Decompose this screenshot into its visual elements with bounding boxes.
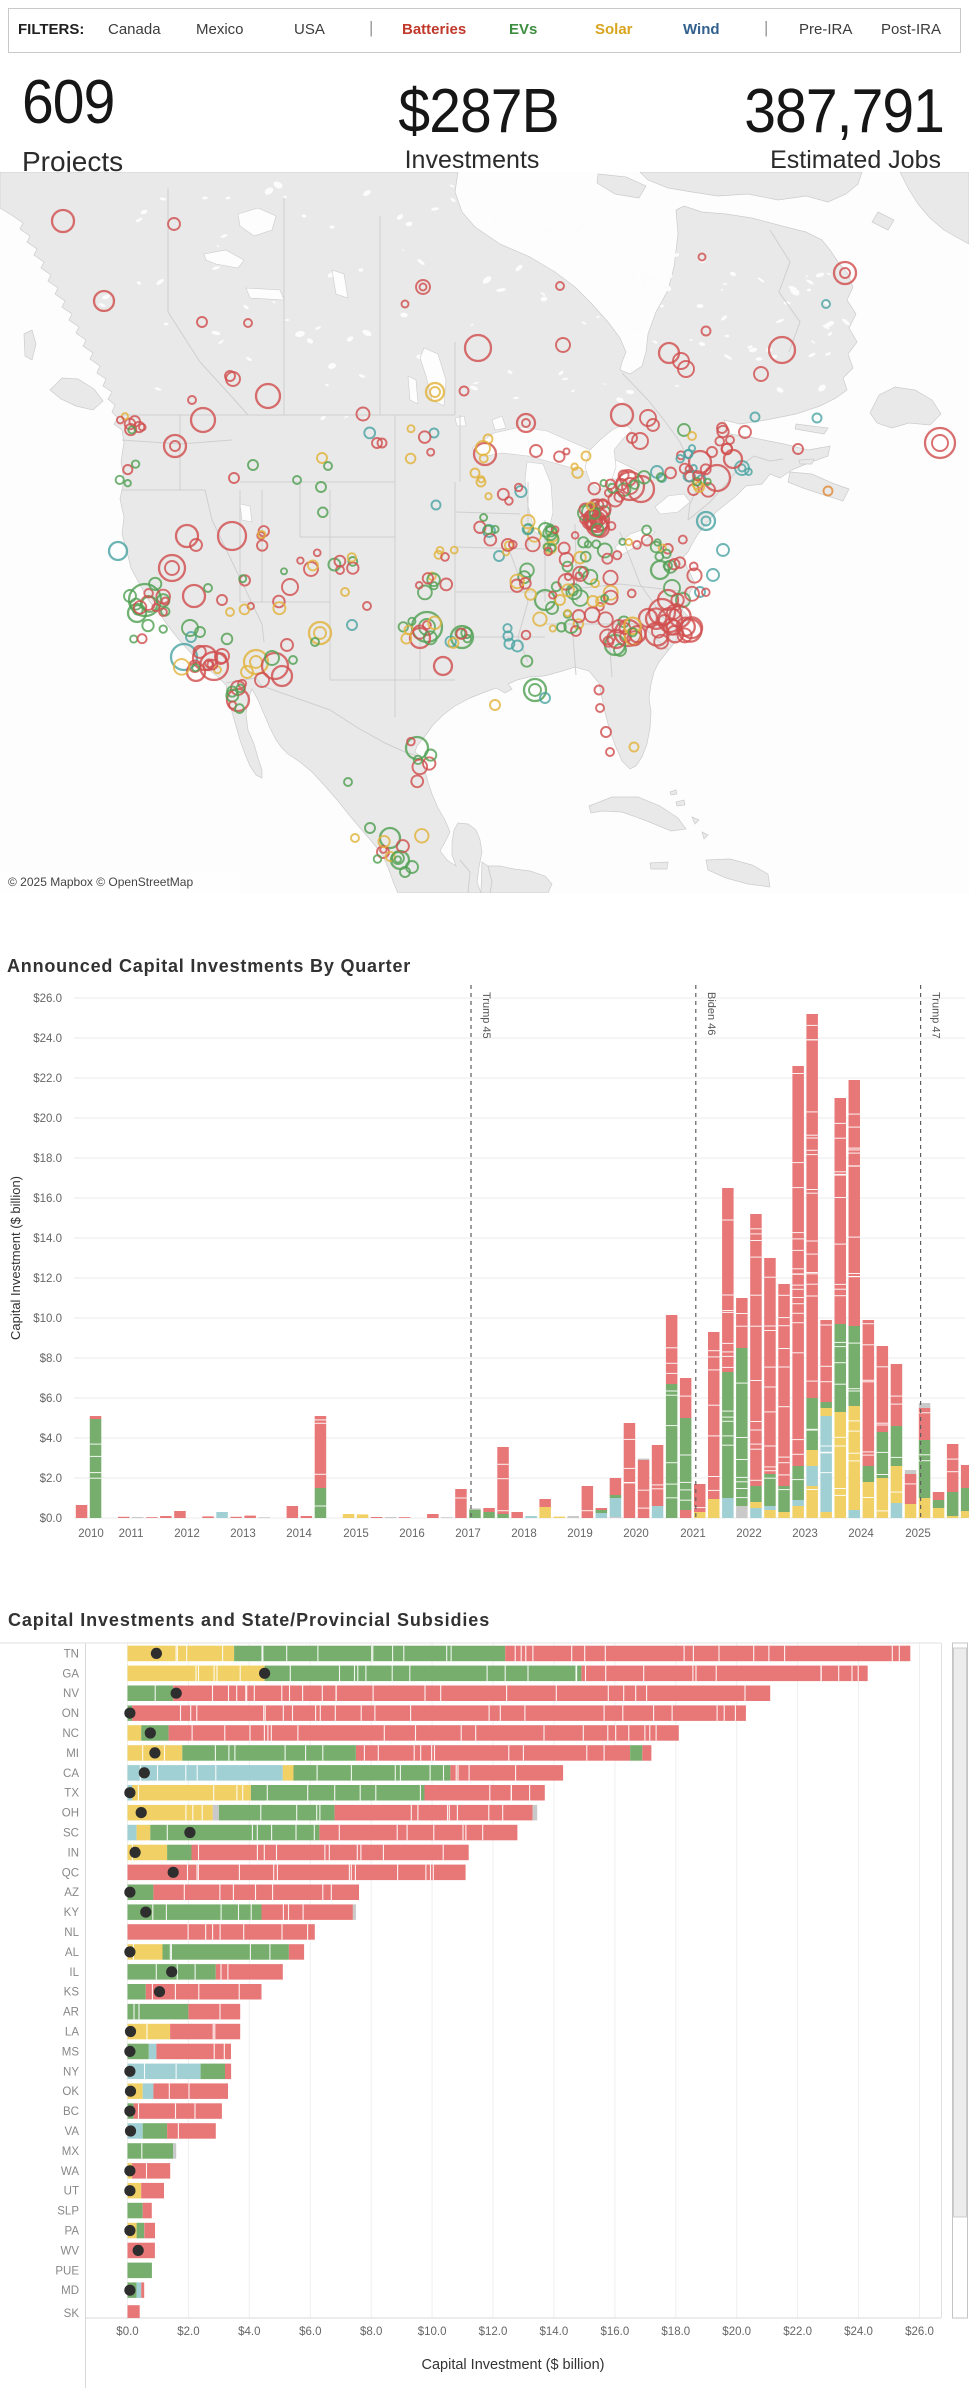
svg-text:MS: MS	[62, 2046, 80, 2058]
svg-text:2022: 2022	[736, 1528, 762, 1540]
svg-text:VA: VA	[65, 2126, 80, 2138]
svg-text:AZ: AZ	[64, 1887, 79, 1899]
svg-text:$24.0: $24.0	[33, 1033, 62, 1045]
svg-text:NY: NY	[63, 2066, 79, 2078]
svg-text:$12.0: $12.0	[479, 2326, 508, 2338]
svg-text:UT: UT	[64, 2186, 79, 2198]
svg-text:2016: 2016	[399, 1528, 425, 1540]
svg-text:$14.0: $14.0	[540, 2326, 569, 2338]
svg-text:TX: TX	[64, 1788, 79, 1800]
svg-text:2025: 2025	[905, 1528, 931, 1540]
svg-text:WA: WA	[61, 2166, 79, 2178]
svg-text:$14.0: $14.0	[33, 1233, 62, 1245]
svg-text:$10.0: $10.0	[33, 1313, 62, 1325]
svg-text:NC: NC	[62, 1728, 79, 1740]
svg-text:$26.0: $26.0	[905, 2326, 934, 2338]
svg-text:AL: AL	[65, 1947, 80, 1959]
svg-text:$10.0: $10.0	[418, 2326, 447, 2338]
svg-text:$12.0: $12.0	[33, 1273, 62, 1285]
svg-text:SLP: SLP	[57, 2206, 79, 2218]
svg-text:PA: PA	[65, 2226, 80, 2238]
svg-text:$16.0: $16.0	[33, 1193, 62, 1205]
svg-text:TN: TN	[64, 1648, 79, 1660]
svg-text:Trump 45: Trump 45	[480, 992, 492, 1039]
svg-text:SK: SK	[64, 2308, 80, 2320]
svg-text:$18.0: $18.0	[33, 1153, 62, 1165]
svg-text:NL: NL	[64, 1927, 79, 1939]
svg-text:WV: WV	[60, 2245, 79, 2257]
svg-text:2013: 2013	[230, 1528, 256, 1540]
svg-text:IN: IN	[68, 1847, 80, 1859]
svg-text:$4.0: $4.0	[238, 2326, 260, 2338]
svg-text:Capital Investment ($ billion): Capital Investment ($ billion)	[422, 2357, 605, 2373]
svg-text:2019: 2019	[567, 1528, 593, 1540]
svg-text:$22.0: $22.0	[33, 1073, 62, 1085]
svg-text:$6.0: $6.0	[299, 2326, 321, 2338]
svg-text:2010: 2010	[78, 1528, 104, 1540]
svg-text:$2.0: $2.0	[177, 2326, 199, 2338]
svg-text:MI: MI	[66, 1748, 79, 1760]
svg-text:Capital Investments and State/: Capital Investments and State/Provincial…	[8, 1610, 490, 1630]
svg-text:2015: 2015	[343, 1528, 369, 1540]
svg-text:© 2025 Mapbox © OpenStreetMap: © 2025 Mapbox © OpenStreetMap	[8, 875, 193, 889]
svg-text:$18.0: $18.0	[661, 2326, 690, 2338]
svg-text:$8.0: $8.0	[360, 2326, 382, 2338]
svg-text:$20.0: $20.0	[722, 2326, 751, 2338]
svg-text:$8.0: $8.0	[40, 1353, 62, 1365]
svg-text:QC: QC	[62, 1867, 79, 1879]
svg-text:BC: BC	[63, 2106, 79, 2118]
svg-text:$26.0: $26.0	[33, 993, 62, 1005]
svg-text:2020: 2020	[623, 1528, 649, 1540]
svg-text:AR: AR	[63, 2007, 79, 2019]
svg-text:PUE: PUE	[55, 2265, 79, 2277]
svg-text:$22.0: $22.0	[783, 2326, 812, 2338]
svg-text:Trump 47: Trump 47	[930, 992, 942, 1039]
svg-text:2012: 2012	[174, 1528, 200, 1540]
svg-text:IL: IL	[69, 1967, 79, 1979]
svg-text:SC: SC	[63, 1828, 79, 1840]
svg-text:2018: 2018	[511, 1528, 537, 1540]
svg-text:KS: KS	[64, 1987, 80, 1999]
svg-text:LA: LA	[65, 2027, 79, 2039]
svg-text:$16.0: $16.0	[601, 2326, 630, 2338]
svg-text:$2.0: $2.0	[40, 1473, 62, 1485]
svg-text:2023: 2023	[792, 1528, 818, 1540]
svg-text:$6.0: $6.0	[40, 1393, 62, 1405]
svg-text:ON: ON	[62, 1708, 79, 1720]
svg-text:$20.0: $20.0	[33, 1113, 62, 1125]
svg-text:2014: 2014	[286, 1528, 312, 1540]
svg-text:2011: 2011	[119, 1528, 144, 1540]
svg-text:2017: 2017	[455, 1528, 481, 1540]
svg-text:$0.0: $0.0	[40, 1513, 62, 1525]
svg-text:MD: MD	[61, 2285, 79, 2297]
svg-text:$24.0: $24.0	[844, 2326, 873, 2338]
svg-text:NV: NV	[63, 1688, 79, 1700]
svg-text:CA: CA	[63, 1768, 79, 1780]
svg-text:KY: KY	[64, 1907, 80, 1919]
svg-text:OH: OH	[62, 1808, 79, 1820]
svg-text:$4.0: $4.0	[40, 1433, 62, 1445]
svg-text:GA: GA	[62, 1668, 79, 1680]
svg-text:Announced Capital Investments: Announced Capital Investments By Quarter	[7, 956, 411, 976]
svg-text:Biden 46: Biden 46	[705, 992, 717, 1035]
svg-text:2021: 2021	[680, 1528, 706, 1540]
svg-text:2024: 2024	[848, 1528, 874, 1540]
svg-text:Capital Investment ($ billion): Capital Investment ($ billion)	[8, 1176, 23, 1340]
svg-text:$0.0: $0.0	[116, 2326, 138, 2338]
svg-text:OK: OK	[62, 2086, 79, 2098]
svg-text:MX: MX	[62, 2146, 80, 2158]
